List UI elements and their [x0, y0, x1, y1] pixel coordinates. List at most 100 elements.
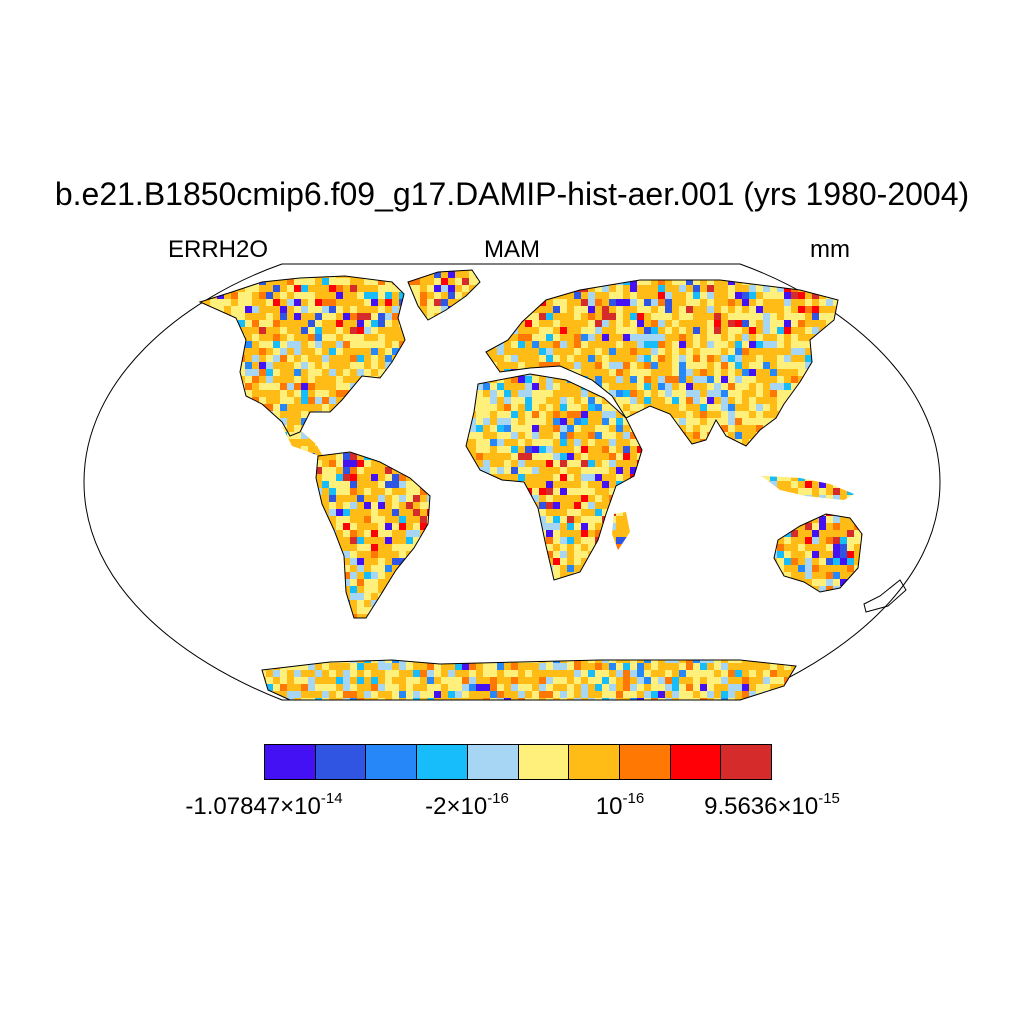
land-cell	[847, 551, 854, 558]
land-cell	[917, 691, 924, 698]
land-cell	[301, 635, 308, 642]
land-cell	[497, 530, 504, 537]
land-cell	[371, 656, 378, 663]
land-cell	[210, 418, 217, 425]
land-cell	[490, 502, 497, 509]
land-cell	[840, 348, 847, 355]
land-cell	[588, 614, 595, 621]
land-cell	[560, 593, 567, 600]
land-cell	[546, 439, 553, 446]
land-cell	[427, 418, 434, 425]
land-cell	[567, 607, 574, 614]
land-cell	[917, 292, 924, 299]
land-cell	[707, 670, 714, 677]
land-cell	[637, 313, 644, 320]
land-cell	[266, 642, 273, 649]
land-cell	[98, 299, 105, 306]
land-cell	[301, 411, 308, 418]
land-cell	[294, 537, 301, 544]
land-cell	[308, 488, 315, 495]
land-cell	[273, 481, 280, 488]
land-cell	[770, 642, 777, 649]
land-cell	[483, 565, 490, 572]
land-cell	[168, 327, 175, 334]
land-cell	[406, 691, 413, 698]
land-cell	[742, 474, 749, 481]
land-cell	[623, 488, 630, 495]
land-cell	[672, 572, 679, 579]
land-cell	[476, 439, 483, 446]
land-cell	[924, 264, 931, 271]
land-cell	[602, 418, 609, 425]
land-cell	[539, 411, 546, 418]
land-cell	[273, 320, 280, 327]
land-cell	[224, 362, 231, 369]
land-cell	[84, 481, 91, 488]
land-cell	[168, 677, 175, 684]
land-cell	[287, 453, 294, 460]
land-cell	[315, 299, 322, 306]
land-cell	[294, 270, 301, 271]
land-cell	[308, 376, 315, 383]
land-cell	[189, 439, 196, 446]
land-cell	[567, 474, 574, 481]
land-cell	[854, 670, 861, 677]
land-cell	[721, 530, 728, 537]
land-cell	[399, 663, 406, 670]
land-cell	[203, 495, 210, 502]
land-cell	[154, 418, 161, 425]
land-cell	[91, 628, 98, 635]
land-cell	[98, 271, 105, 278]
land-cell	[665, 270, 672, 271]
land-cell	[875, 495, 882, 502]
land-cell	[210, 404, 217, 411]
land-cell	[882, 579, 889, 586]
land-cell	[581, 453, 588, 460]
land-cell	[525, 607, 532, 614]
land-cell	[910, 411, 917, 418]
land-cell	[644, 355, 651, 362]
land-cell	[350, 474, 357, 481]
land-cell	[833, 691, 840, 698]
land-cell	[315, 397, 322, 404]
land-cell	[322, 628, 329, 635]
land-cell	[553, 369, 560, 376]
land-cell	[434, 670, 441, 677]
land-cell	[546, 537, 553, 544]
land-cell	[126, 411, 133, 418]
land-cell	[329, 348, 336, 355]
land-cell	[273, 285, 280, 292]
land-cell	[672, 369, 679, 376]
land-cell	[595, 397, 602, 404]
land-cell	[819, 411, 826, 418]
land-cell	[175, 509, 182, 516]
land-cell	[476, 544, 483, 551]
land-cell	[161, 544, 168, 551]
land-cell	[833, 579, 840, 586]
land-cell	[742, 383, 749, 390]
land-cell	[98, 334, 105, 341]
land-cell	[483, 299, 490, 306]
land-cell	[721, 306, 728, 313]
land-cell	[595, 474, 602, 481]
land-cell	[644, 628, 651, 635]
land-cell	[210, 544, 217, 551]
land-cell	[385, 481, 392, 488]
land-cell	[861, 271, 862, 278]
land-cell	[189, 355, 196, 362]
land-cell	[497, 446, 504, 453]
land-cell	[200, 642, 203, 649]
land-cell	[238, 313, 245, 320]
land-cell	[84, 404, 91, 411]
land-cell	[805, 299, 812, 306]
land-cell	[287, 537, 294, 544]
land-cell	[833, 474, 840, 481]
land-cell	[938, 614, 945, 621]
land-cell	[392, 642, 399, 649]
land-cell	[707, 586, 714, 593]
land-cell	[140, 264, 147, 271]
land-cell	[301, 572, 308, 579]
land-cell	[469, 537, 476, 544]
land-cell	[693, 285, 700, 292]
land-cell	[602, 432, 609, 439]
